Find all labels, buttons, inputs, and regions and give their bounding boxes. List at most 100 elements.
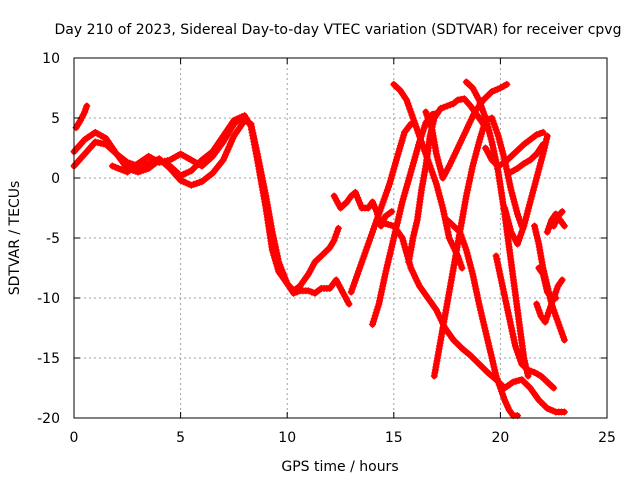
data-point [332, 230, 340, 238]
data-point [376, 207, 384, 215]
data-point [496, 138, 504, 146]
data-point [417, 135, 424, 143]
data-point [356, 264, 364, 272]
data-point [382, 267, 390, 275]
data-point [436, 165, 444, 173]
data-point [556, 324, 564, 332]
data-point [434, 186, 442, 194]
data-point [386, 180, 393, 188]
data-point [553, 315, 561, 323]
data-point [477, 102, 485, 110]
data-point [539, 270, 547, 278]
data-point [527, 367, 535, 375]
data-point [397, 204, 405, 212]
data-point [353, 273, 360, 281]
data-point [406, 171, 414, 179]
data-point [555, 321, 563, 329]
data-point [489, 117, 497, 125]
data-point [522, 216, 529, 224]
data-point [405, 258, 413, 266]
data-point [504, 306, 512, 314]
data-point [533, 171, 541, 179]
data-point [474, 144, 481, 152]
data-point [351, 276, 359, 284]
data-point [386, 177, 394, 185]
data-point [506, 222, 513, 230]
data-point [475, 300, 483, 308]
data-point [554, 318, 562, 326]
data-point [398, 198, 406, 206]
data-point [551, 309, 559, 317]
data-traces [70, 78, 568, 420]
data-point [369, 228, 376, 236]
data-point [476, 303, 484, 311]
data-point [409, 114, 417, 122]
data-point [414, 144, 422, 152]
data-point [495, 381, 503, 389]
data-point [236, 114, 244, 122]
data-point [534, 237, 542, 245]
data-point [382, 189, 390, 197]
data-point [381, 273, 389, 281]
data-point [428, 168, 436, 176]
data-point [531, 225, 539, 233]
data-point [372, 219, 380, 227]
data-point [535, 165, 543, 173]
y-tick-label: -15 [37, 351, 60, 367]
data-point [531, 180, 539, 188]
data-point [386, 252, 393, 260]
data-point [269, 231, 277, 239]
series-arc-4 [108, 114, 244, 176]
data-point [467, 264, 475, 272]
series-band [71, 112, 342, 294]
axis-ticks: 0 5 10 15 20 25 -20 -15 -10 -5 0 5 10 [37, 51, 616, 446]
data-point [541, 318, 549, 326]
data-point [272, 246, 280, 254]
series-band [482, 129, 546, 169]
data-point [491, 369, 499, 377]
data-point [510, 336, 518, 344]
data-point [401, 243, 409, 251]
data-point [542, 282, 550, 290]
data-point [419, 141, 427, 149]
data-point [435, 189, 443, 197]
data-point [404, 99, 412, 107]
data-point [470, 156, 478, 164]
data-point [380, 195, 388, 203]
data-point [373, 216, 381, 224]
data-point [468, 165, 476, 173]
data-point [490, 363, 498, 371]
data-point [488, 354, 496, 362]
data-point [516, 234, 524, 242]
data-point [505, 219, 513, 227]
data-point [425, 117, 433, 125]
data-point [542, 315, 550, 323]
data-point [492, 126, 500, 134]
data-point [558, 330, 566, 338]
data-point [434, 156, 442, 164]
data-point [393, 219, 401, 227]
data-point [483, 120, 491, 128]
data-point [305, 287, 312, 295]
data-point [405, 174, 413, 182]
data-point [493, 375, 501, 383]
data-point [388, 240, 396, 248]
data-point [403, 183, 411, 191]
data-point [436, 195, 444, 203]
data-point [456, 228, 464, 236]
series-arc-16 [492, 252, 558, 392]
data-point [409, 234, 417, 242]
data-point [502, 297, 510, 305]
data-point [495, 267, 503, 275]
data-point [490, 120, 498, 128]
data-point [376, 297, 383, 305]
data-point [248, 126, 256, 134]
data-point [466, 258, 473, 266]
data-point [398, 201, 406, 209]
data-point [552, 294, 560, 302]
data-point [479, 318, 487, 326]
data-point [525, 204, 533, 212]
data-point [413, 126, 421, 134]
data-point [117, 166, 125, 174]
data-point [426, 120, 434, 128]
